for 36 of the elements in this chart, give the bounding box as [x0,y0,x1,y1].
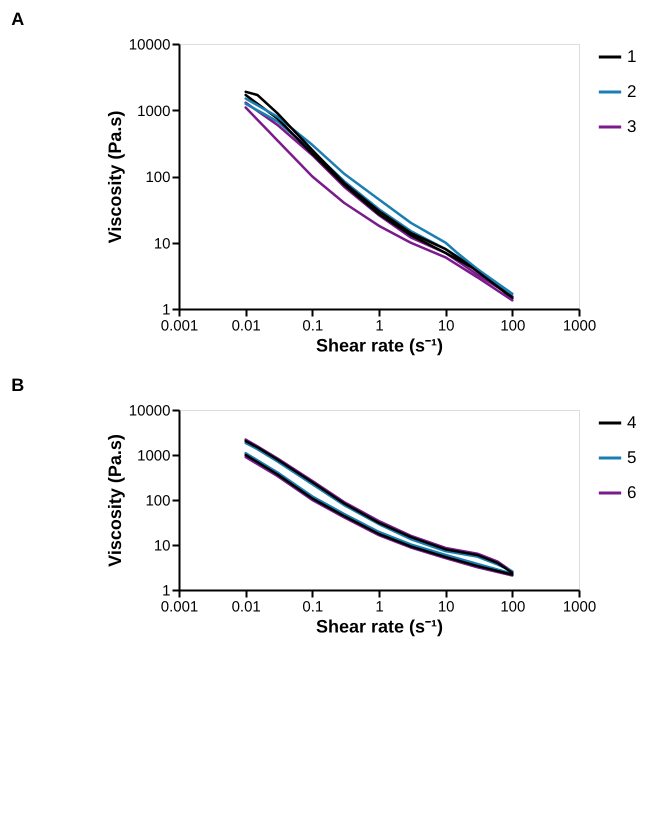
x-tick-label: 0.1 [302,598,324,616]
legend-label: 1 [627,47,636,66]
y-tick-label: 10000 [128,402,170,420]
x-tick-label: 1000 [562,318,596,334]
y-axis-title: Viscosity (Pa.s) [104,110,125,244]
y-tick-label: 1000 [137,448,170,464]
y-tick-label: 1000 [137,102,170,120]
legend-label: 5 [627,448,636,467]
x-tick-label: 1 [375,318,384,334]
x-tick-label: 0.1 [302,318,324,334]
x-tick-label: 1000 [562,598,596,616]
x-tick-label: 0.01 [232,318,261,334]
y-tick-label: 100 [145,492,170,510]
x-tick-label: 10 [438,318,455,334]
y-axis-title: Viscosity (Pa.s) [104,434,125,567]
x-tick-label: 100 [500,318,526,334]
text: A [11,9,24,29]
y-tick-label: 1 [162,302,170,318]
x-tick-label: 0.01 [232,598,261,616]
x-tick-label: 100 [500,598,526,616]
text: B [11,375,24,395]
x-axis-title: Shear rate (s⁻¹) [316,336,444,356]
x-tick-label: 0.001 [160,318,198,334]
x-tick-label: 1 [375,598,384,616]
y-tick-label: 10 [154,538,170,554]
legend-label: 6 [627,483,636,502]
y-tick-label: 10 [154,235,170,252]
y-tick-label: 1 [162,582,170,600]
legend-label: 2 [627,82,636,101]
legend-label: 4 [627,413,636,432]
y-tick-label: 10000 [128,36,170,54]
legend-label: 3 [627,117,636,136]
x-axis-title: Shear rate (s⁻¹) [316,616,444,636]
x-tick-label: 0.001 [160,598,198,616]
y-tick-label: 100 [145,169,170,186]
x-tick-label: 10 [438,598,455,616]
